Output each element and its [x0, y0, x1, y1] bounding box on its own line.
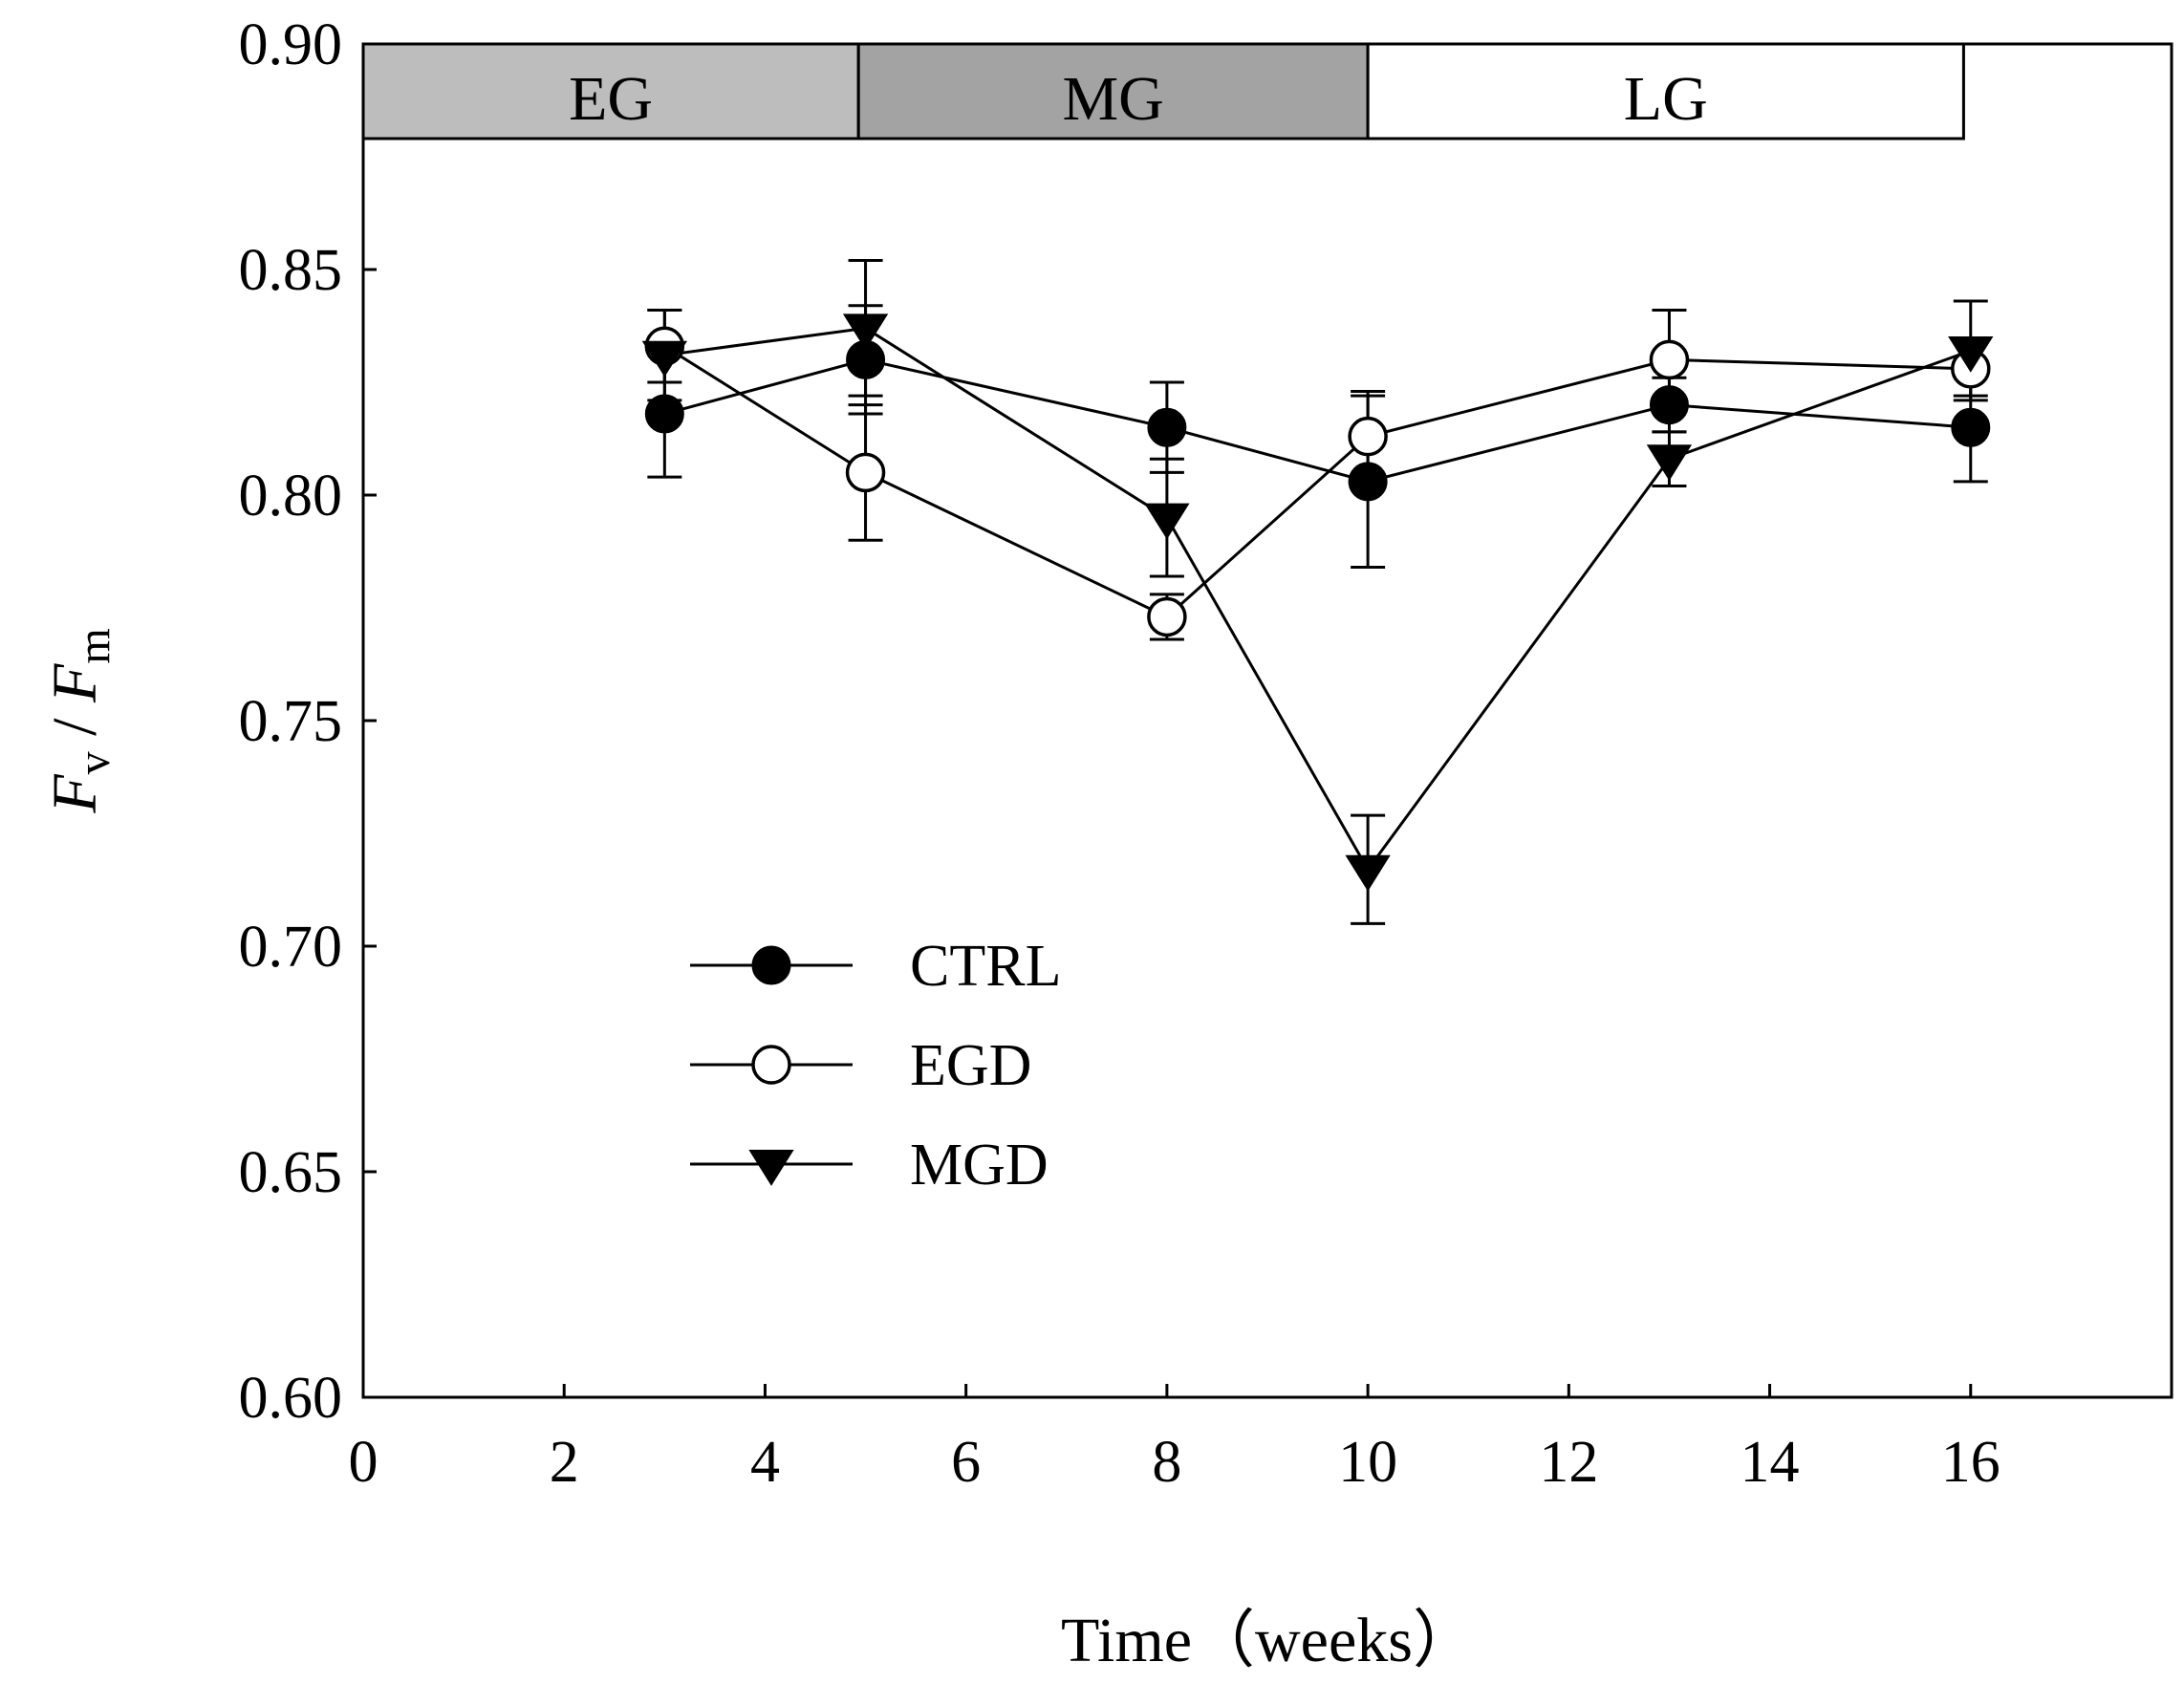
legend-item-mgd: MGD	[690, 1133, 1049, 1198]
x-tick-label: 14	[1741, 1430, 1800, 1495]
series-mgd	[647, 259, 1988, 925]
y-tick-label: 0.60	[239, 1366, 343, 1431]
y-axis-title-f1: F	[40, 774, 110, 814]
x-tick-label: 12	[1539, 1430, 1598, 1495]
data-point-ctrl	[1951, 407, 1991, 447]
data-point-ctrl	[644, 394, 684, 434]
series-line-ctrl	[663, 357, 1971, 484]
phase-band: EG MG LG	[361, 42, 1965, 140]
data-point-egd	[845, 452, 886, 493]
x-tick-label: 16	[1941, 1430, 2000, 1495]
y-tick-label: 0.65	[239, 1140, 343, 1205]
markers-mgd	[641, 313, 1994, 892]
series-line-egd	[663, 344, 1971, 619]
markers-ctrl	[644, 339, 1991, 502]
legend-label: MGD	[910, 1133, 1049, 1198]
x-axis: 0 2 4 6 8 10 12 14 16	[349, 1384, 2000, 1495]
legend-marker-mgd	[748, 1150, 794, 1186]
y-tick-label: 0.70	[239, 915, 343, 980]
data-point-ctrl	[1348, 462, 1388, 502]
y-tick-label: 0.85	[239, 238, 343, 303]
legend-item-egd: EGD	[690, 1033, 1031, 1098]
y-tick-label: 0.75	[239, 689, 343, 754]
data-layer	[641, 259, 1994, 925]
data-point-mgd	[1144, 503, 1190, 540]
phase-label-mg: MG	[1062, 64, 1163, 134]
y-axis-title-sub2: m	[69, 628, 119, 663]
legend-marker-egd	[751, 1045, 791, 1085]
data-point-egd	[1348, 416, 1388, 457]
data-point-egd	[1649, 339, 1690, 380]
y-axis-title-f2: F	[40, 663, 110, 703]
y-axis-title-slash: /	[40, 702, 110, 751]
x-tick-label: 6	[951, 1430, 981, 1495]
legend-label: EGD	[910, 1033, 1031, 1098]
x-tick-label: 10	[1338, 1430, 1397, 1495]
y-tick-label: 0.90	[239, 12, 343, 77]
y-axis-title-sub1: v	[69, 751, 119, 774]
x-tick-label: 2	[550, 1430, 579, 1495]
x-tick-label: 8	[1152, 1430, 1181, 1495]
data-point-mgd	[842, 313, 889, 351]
data-point-ctrl	[1147, 407, 1187, 447]
legend-marker-ctrl	[751, 945, 791, 985]
x-axis-title: Time（weeks）	[1061, 1606, 1476, 1675]
phase-box-lg	[1366, 42, 1965, 140]
data-point-mgd	[1345, 854, 1391, 892]
y-tick-label: 0.80	[239, 464, 343, 529]
phase-box-eg	[361, 42, 860, 140]
phase-label-lg: LG	[1624, 64, 1708, 134]
data-point-mgd	[1948, 335, 1994, 373]
legend-label: CTRL	[910, 934, 1061, 999]
legend: CTRL EGD MGD	[690, 934, 1061, 1198]
series-line-mgd	[664, 326, 1972, 873]
y-axis-title: Fv / Fm	[40, 628, 119, 813]
data-point-mgd	[641, 340, 687, 378]
data-point-egd	[1147, 596, 1187, 637]
data-point-ctrl	[1649, 385, 1689, 425]
phase-label-eg: EG	[569, 64, 653, 134]
x-tick-label: 4	[750, 1430, 780, 1495]
y-axis: 0.60 0.65 0.70 0.75 0.80 0.85 0.90	[239, 12, 377, 1431]
legend-item-ctrl: CTRL	[690, 934, 1061, 999]
x-tick-label: 0	[349, 1430, 378, 1495]
data-point-mgd	[1646, 444, 1693, 482]
